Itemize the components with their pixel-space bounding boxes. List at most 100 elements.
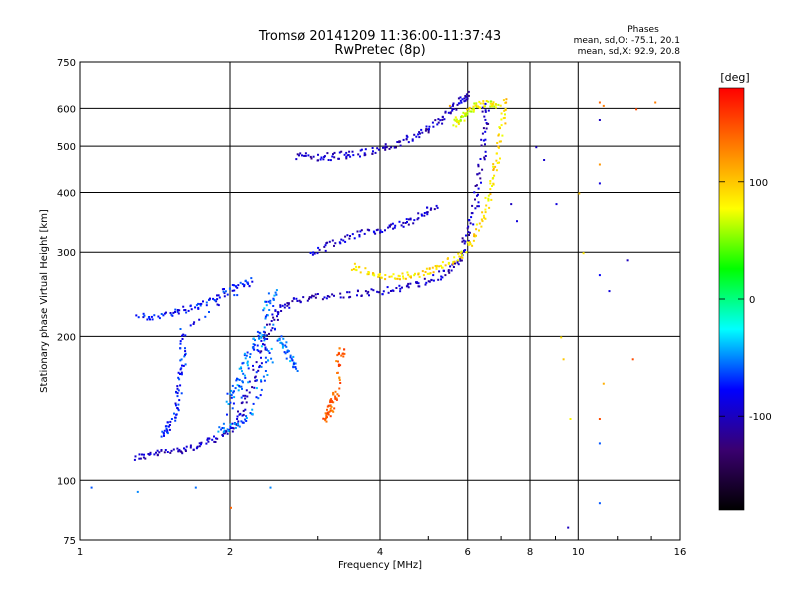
echo-point (337, 353, 340, 356)
echo-point (407, 282, 410, 285)
echo-point (179, 347, 182, 350)
echo-point (274, 309, 277, 312)
echo-point (344, 235, 347, 238)
echo-point (464, 113, 467, 116)
echo-point (183, 355, 186, 358)
echo-point (163, 451, 166, 454)
echo-point (162, 432, 165, 435)
echo-point (399, 278, 401, 281)
echo-point (358, 265, 361, 268)
echo-point (330, 398, 333, 401)
echo-point (484, 143, 486, 146)
echo-point (245, 415, 248, 418)
echo-point (364, 153, 367, 156)
echo-point (395, 146, 397, 149)
echo-point (334, 397, 337, 399)
echo-point (482, 102, 485, 105)
echo-point (429, 208, 432, 211)
echo-point (420, 213, 423, 216)
echo-point (353, 262, 356, 265)
echo-point (497, 145, 500, 148)
echo-point (500, 112, 503, 115)
echo-point (325, 414, 328, 417)
echo-point (398, 220, 401, 223)
echo-point (183, 447, 185, 450)
echo-point (465, 234, 467, 237)
echo-point (498, 161, 500, 164)
echo-point (260, 350, 263, 353)
echo-point (153, 453, 156, 456)
echo-point (498, 140, 501, 143)
echo-point (179, 342, 182, 345)
echo-point (179, 384, 182, 387)
echo-point (384, 229, 386, 232)
echo-point (411, 138, 414, 141)
echo-point (501, 134, 504, 137)
echo-point (267, 359, 270, 362)
echo-point (582, 252, 585, 255)
echo-point (276, 311, 279, 314)
echo-point (405, 134, 408, 137)
echo-point (144, 457, 147, 460)
echo-point (181, 334, 184, 337)
echo-point (400, 224, 403, 227)
echo-point (535, 146, 538, 149)
echo-point (180, 373, 183, 376)
echo-point (495, 159, 498, 162)
echo-point (246, 351, 249, 354)
echo-point (372, 289, 375, 292)
echo-point (143, 314, 146, 317)
y-tick-label: 750 (57, 58, 76, 69)
echo-point (356, 230, 359, 233)
echo-point (335, 397, 338, 400)
echo-point (258, 337, 261, 340)
echo-point (335, 360, 338, 363)
echo-point (484, 118, 487, 121)
echo-point (360, 148, 363, 151)
echo-point (487, 109, 490, 112)
echo-point (171, 314, 174, 317)
echo-point (179, 340, 182, 343)
echo-point (178, 309, 181, 312)
echo-point (485, 127, 488, 130)
echo-point (477, 106, 480, 109)
echo-point (464, 95, 467, 97)
echo-point (487, 100, 490, 103)
echo-point (428, 272, 431, 275)
x-tick-label: 4 (377, 547, 383, 558)
echo-point (174, 308, 177, 311)
echo-point (483, 156, 486, 159)
echo-point (264, 317, 267, 320)
echo-point (432, 274, 435, 277)
echo-point (181, 364, 183, 367)
echo-point (492, 177, 495, 179)
echo-point (218, 426, 221, 429)
plot-grid (80, 62, 680, 540)
echo-point (236, 294, 239, 297)
echo-point (348, 150, 351, 153)
echo-point (178, 399, 181, 402)
echo-point (207, 440, 210, 443)
echo-point (327, 404, 330, 407)
echo-point (272, 316, 275, 319)
echo-point (425, 128, 428, 131)
echo-point (276, 318, 279, 321)
echo-point (228, 287, 231, 290)
echo-point (491, 103, 494, 105)
echo-point (379, 229, 382, 232)
echo-point (174, 402, 177, 405)
echo-point (477, 163, 480, 166)
echo-point (451, 109, 454, 112)
echo-point (368, 271, 370, 274)
echo-point (399, 144, 402, 147)
echo-point (205, 301, 208, 304)
echo-point (142, 316, 145, 319)
echo-point (339, 242, 342, 245)
echo-point (398, 275, 401, 278)
echo-point (317, 159, 319, 162)
echo-point (466, 97, 469, 100)
echo-point (248, 391, 251, 394)
echo-point (264, 331, 266, 334)
echo-point (376, 290, 379, 293)
